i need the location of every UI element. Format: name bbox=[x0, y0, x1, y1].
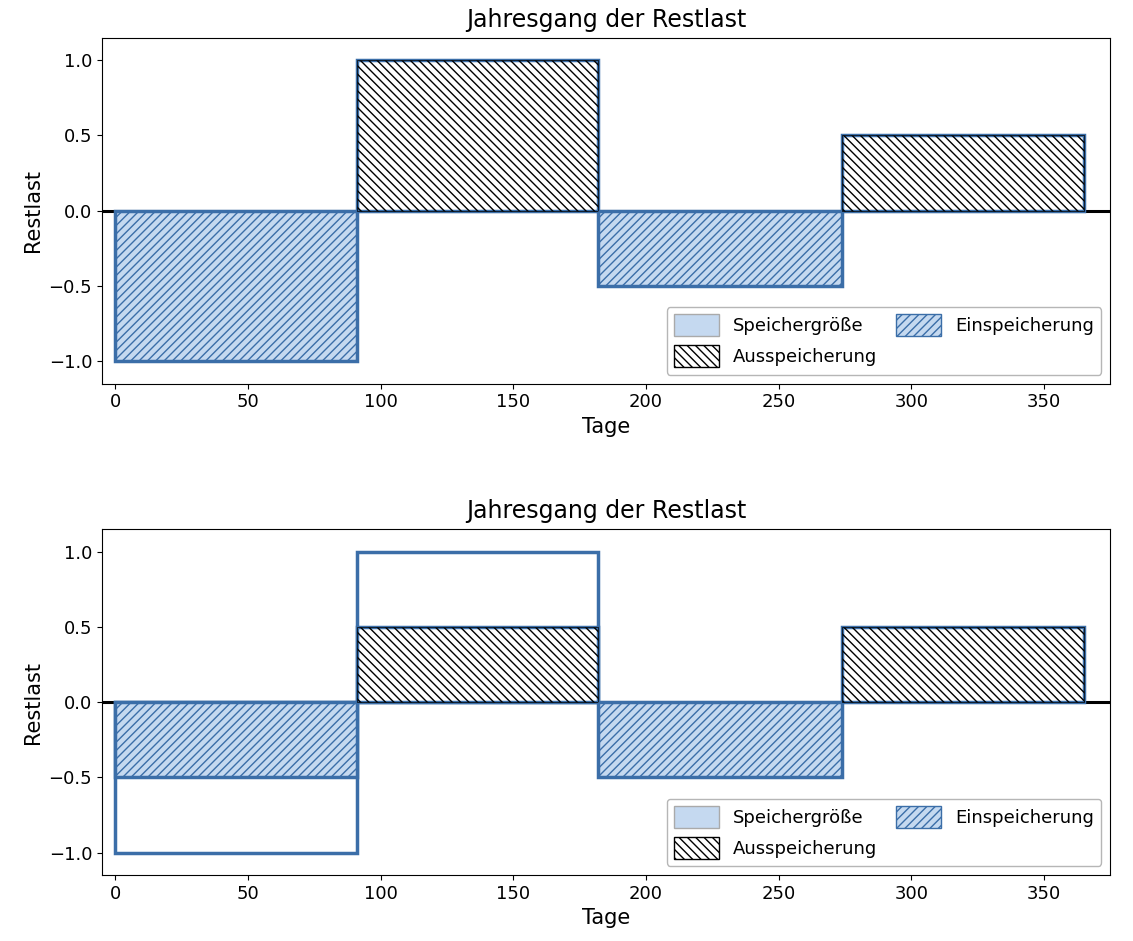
Title: Jahresgang der Restlast: Jahresgang der Restlast bbox=[466, 499, 747, 523]
Bar bbox=[116, 211, 357, 361]
Bar bbox=[842, 627, 1084, 702]
Bar bbox=[357, 60, 598, 211]
Bar bbox=[116, 702, 357, 777]
Legend: Speichergröße, Ausspeicherung, Einspeicherung: Speichergröße, Ausspeicherung, Einspeich… bbox=[666, 799, 1101, 866]
Bar bbox=[116, 702, 357, 777]
Bar bbox=[357, 627, 598, 702]
Legend: Speichergröße, Ausspeicherung, Einspeicherung: Speichergröße, Ausspeicherung, Einspeich… bbox=[666, 307, 1101, 375]
Bar bbox=[357, 60, 598, 211]
Bar bbox=[598, 702, 842, 777]
Bar bbox=[842, 136, 1084, 211]
Bar bbox=[598, 211, 842, 286]
X-axis label: Tage: Tage bbox=[582, 417, 630, 437]
Bar bbox=[842, 136, 1084, 211]
X-axis label: Tage: Tage bbox=[582, 908, 630, 929]
Bar bbox=[116, 702, 357, 853]
Bar bbox=[357, 551, 598, 702]
Bar bbox=[598, 702, 842, 777]
Bar bbox=[116, 211, 357, 361]
Bar bbox=[842, 627, 1084, 702]
Bar bbox=[357, 627, 598, 702]
Y-axis label: Restlast: Restlast bbox=[23, 169, 43, 252]
Y-axis label: Restlast: Restlast bbox=[23, 661, 43, 743]
Bar bbox=[598, 211, 842, 286]
Title: Jahresgang der Restlast: Jahresgang der Restlast bbox=[466, 8, 747, 32]
